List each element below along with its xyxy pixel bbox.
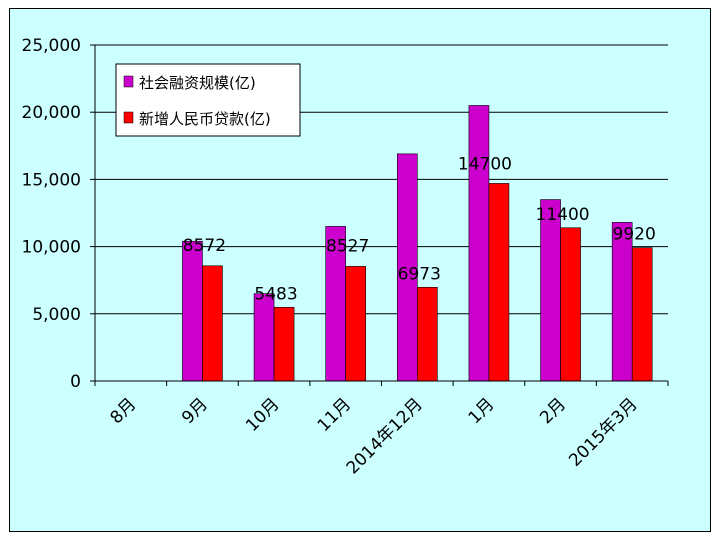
data-label: 14700 (458, 154, 512, 174)
bar-series-1 (182, 240, 203, 382)
data-label: 8572 (183, 236, 226, 256)
bar-series-2 (488, 183, 510, 382)
y-tick-label: 20,000 (22, 103, 81, 123)
data-label: 9920 (613, 225, 656, 245)
y-tick-label: 10,000 (22, 238, 81, 258)
bar-series-1 (253, 293, 275, 382)
bar-series-2 (202, 265, 223, 382)
bar-series-2 (417, 286, 438, 382)
bar-series-2 (345, 266, 366, 382)
x-category-label: 11月 (314, 394, 355, 435)
legend-box (115, 63, 301, 137)
legend-swatch-series-2 (123, 111, 134, 124)
y-axis-ticks: 0 5,000 10,000 15,000 20,000 25,000 (22, 36, 95, 392)
data-label: 8527 (326, 236, 369, 256)
data-label: 6973 (398, 264, 441, 284)
data-label: 11400 (536, 205, 590, 225)
legend-label-series-1: 社会融资规模(亿) (139, 74, 256, 92)
data-label: 5483 (254, 284, 297, 304)
bar-series-1 (540, 199, 561, 382)
bar-series-2 (631, 247, 653, 382)
x-category-label: 8月 (107, 394, 141, 428)
bar-series-2 (560, 227, 581, 382)
legend-label-series-2: 新增人民币贷款(亿) (139, 110, 271, 128)
data-labels: 8572 5483 8527 6973 14700 11400 9920 (183, 154, 656, 304)
y-tick-label: 5,000 (32, 305, 81, 325)
bar-series-1 (468, 105, 490, 382)
y-tick-label: 0 (70, 372, 81, 392)
axes (94, 45, 669, 386)
legend[interactable]: 社会融资规模(亿) 新增人民币贷款(亿) (115, 63, 301, 137)
bar-series-2 (273, 307, 295, 382)
y-tick-label: 15,000 (22, 170, 81, 190)
x-category-label: 10月 (242, 394, 283, 435)
x-category-label: 9月 (178, 394, 212, 428)
bar-series-1 (611, 222, 633, 382)
x-category-label: 2014年12月 (343, 394, 427, 478)
x-category-label: 2015年3月 (565, 394, 641, 470)
y-tick-label: 25,000 (22, 36, 81, 56)
bars (182, 105, 653, 382)
legend-swatch-series-1 (123, 75, 134, 88)
x-category-label: 2月 (536, 394, 570, 428)
x-category-label: 1月 (465, 394, 499, 428)
